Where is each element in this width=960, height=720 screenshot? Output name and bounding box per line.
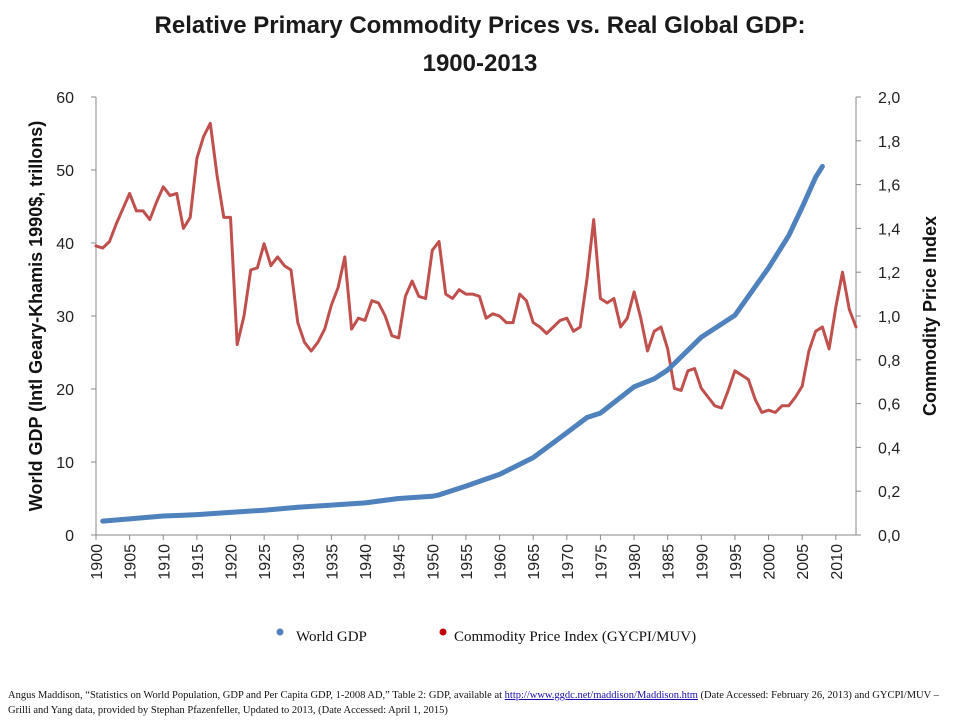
- y-right-tick-label: 0,8: [878, 353, 900, 370]
- y-right-tick-label: 1,0: [878, 309, 900, 326]
- x-tick-label: 1940: [358, 544, 375, 580]
- y-right-tick-label: 1,2: [878, 265, 900, 282]
- x-tick-label: 2010: [829, 544, 846, 580]
- chart-title: Relative Primary Commodity Prices vs. Re…: [154, 12, 806, 39]
- x-tick-label: 1900: [89, 544, 106, 580]
- legend-label-commodity: Commodity Price Index (GYCPI/MUV): [454, 629, 696, 645]
- series-line-world-gdp: [100, 163, 825, 524]
- y-left-tick-label: 10: [56, 455, 74, 472]
- chart-svg: 1900 1905 1910 1915 1920 1925 1930 1935 1940 1945…: [26, 90, 940, 645]
- y-right-tick-label: 1,6: [878, 178, 900, 195]
- x-tick-label: 1985: [661, 544, 678, 580]
- x-tick-label: 1990: [694, 544, 711, 580]
- series-layer: [94, 121, 858, 524]
- x-tick-label: 1970: [560, 544, 577, 580]
- y-left-tick-label: 50: [56, 163, 74, 180]
- y-left-tick-label: 20: [56, 382, 74, 399]
- x-tick-label: 1965: [526, 544, 543, 580]
- y-axis-right-label: Commodity Price Index: [920, 216, 940, 416]
- x-tick-group: 1900 1905 1910 1915 1920 1925 1930 1935 1940 1945…: [89, 535, 846, 580]
- x-tick-label: 1960: [493, 544, 510, 580]
- y-left-tick-label: 30: [56, 309, 74, 326]
- source-note: Angus Maddison, “Statistics on World Pop…: [8, 688, 953, 718]
- source-text-end: (Date Accessed: February 26, 2013) and G…: [8, 690, 939, 716]
- y-left-tick-label: 0: [65, 528, 74, 545]
- x-tick-label: 2005: [795, 544, 812, 580]
- x-tick-label: 2000: [762, 544, 779, 580]
- x-tick-label: 1930: [291, 544, 308, 580]
- x-tick-label: 1925: [257, 544, 274, 580]
- x-tick-label: 1975: [593, 544, 610, 580]
- x-tick-label: 1980: [627, 544, 644, 580]
- y-right-tick-label: 2,0: [878, 90, 900, 107]
- y-left-tick-label: 60: [56, 90, 74, 107]
- x-tick-label: 1995: [728, 544, 745, 580]
- x-tick-label: 1910: [156, 544, 173, 580]
- x-tick-label: 1915: [190, 544, 207, 580]
- y-left-tick-label: 40: [56, 236, 74, 253]
- y-right-tick-label: 0,2: [878, 484, 900, 501]
- x-tick-label: 1905: [123, 544, 140, 580]
- y-right-tick-label: 0,0: [878, 528, 900, 545]
- legend: World GDP Commodity Price Index (GYCPI/M…: [276, 628, 696, 645]
- legend-marker-gdp: [276, 628, 284, 636]
- legend-marker-commodity: [439, 628, 447, 636]
- x-tick-label: 1935: [324, 544, 341, 580]
- legend-label-gdp: World GDP: [296, 629, 367, 645]
- left-tick-group: 0 10 20 30 40 50 60: [56, 90, 96, 545]
- x-tick-label: 1920: [224, 544, 241, 580]
- y-right-tick-label: 0,4: [878, 440, 900, 457]
- y-axis-left-label: World GDP (Intl Geary-Khamis 1990$, tril…: [26, 121, 46, 511]
- source-link[interactable]: http://www.ggdc.net/maddison/Maddison.ht…: [504, 690, 698, 701]
- y-right-tick-label: 1,4: [878, 221, 900, 238]
- chart-title-line2: 1900-2013: [422, 50, 538, 77]
- y-right-tick-label: 1,8: [878, 134, 900, 151]
- right-tick-group: 0,0 0,2 0,4 0,6 0,8 1,0 1,2 1,4 1,6 1,8 2,0: [856, 90, 900, 545]
- x-tick-label: 1955: [459, 544, 476, 580]
- source-text-start: Angus Maddison, “Statistics on World Pop…: [8, 690, 505, 701]
- series-line-commodity-price-index: [94, 121, 858, 414]
- x-tick-label: 1945: [392, 544, 409, 580]
- y-right-tick-label: 0,6: [878, 397, 900, 414]
- x-tick-label: 1950: [425, 544, 442, 580]
